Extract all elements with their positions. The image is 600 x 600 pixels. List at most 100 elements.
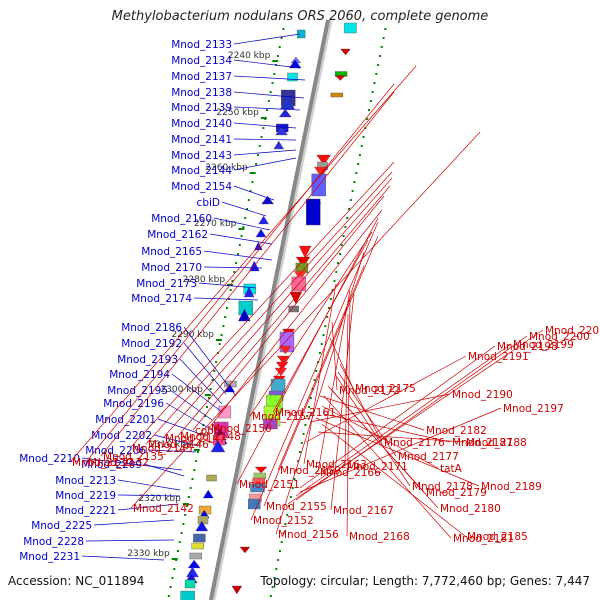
gene-label-right[interactable]: cobN [195, 425, 222, 437]
gene-label-right[interactable]: Mnod_2187 [452, 437, 513, 449]
gene-label-left[interactable]: Mnod_2228 [23, 536, 84, 548]
gene-label-right[interactable]: Mnod_2132 [88, 457, 149, 469]
gene-label-left[interactable]: Mnod_2134 [171, 55, 232, 67]
gene-label-left[interactable]: Mnod_2140 [171, 118, 232, 130]
gene-connector [198, 282, 257, 289]
right-gene-labels: Mnod_2130Mnod_2132Mnod_2135Mnod_2145Mnod… [69, 65, 600, 545]
genome-track-layer [167, 19, 387, 600]
gene-label-left[interactable]: Mnod_2192 [121, 338, 182, 350]
gene-label-left[interactable]: Mnod_2195 [107, 385, 168, 397]
gene-label-right[interactable]: Mnod_2190 [452, 389, 513, 401]
gene-label-left[interactable]: Mnod_2193 [117, 354, 178, 366]
gene-label-right[interactable]: Mnod_2167 [333, 505, 394, 517]
gene-arrow [239, 546, 251, 554]
gene-label-left[interactable]: Mnod_2165 [141, 246, 202, 258]
gene-arrow [279, 345, 292, 355]
gene-label-left[interactable]: Mnod_2219 [55, 490, 116, 502]
gene-label-right[interactable]: Mnod_2191 [468, 351, 529, 363]
gene-label-right[interactable]: Mnod_2157 [252, 411, 313, 423]
gene-label-right[interactable]: Mnod_2199 [513, 339, 574, 351]
gene-label-right[interactable]: Mnod_2161 [275, 407, 336, 419]
gene-label-right[interactable]: Mnod_2189 [481, 481, 542, 493]
rail-dot [331, 289, 334, 291]
gene-label-right[interactable]: Mnod_2146 [148, 439, 209, 451]
gene-label-left[interactable]: Mnod_2137 [171, 71, 232, 83]
gene-label-right[interactable]: Mnod_2155 [266, 501, 327, 513]
gene-label-right[interactable]: Mnod_2175 [355, 383, 416, 395]
gene-label-left[interactable]: Mnod_2225 [31, 520, 92, 532]
gene-label-right[interactable]: Mnod_2148 [180, 431, 241, 443]
gene-label-left[interactable]: Mnod_2144 [171, 165, 232, 177]
gene-label-left[interactable]: Mnod_2206 [85, 445, 146, 457]
gene-label-left[interactable]: cbiD [197, 197, 220, 209]
genome-track [208, 19, 330, 600]
gene-label-left[interactable]: Mnod_2221 [55, 505, 116, 517]
topology-label: Topology: circular; Length: 7,772,460 bp… [260, 574, 590, 588]
gene-connector [303, 283, 337, 465]
rail-dot [291, 487, 294, 489]
gene-label-right[interactable]: Mnod_2197 [503, 403, 564, 415]
rail-dot [251, 181, 254, 183]
gene-label-left[interactable]: Mnod_2209 [81, 459, 142, 471]
gene-label-left[interactable]: Mnod_2170 [141, 262, 202, 274]
gene-label-left[interactable]: Mnod_2213 [55, 475, 116, 487]
gene-label-left[interactable]: Mnod_2201 [95, 414, 156, 426]
gene-label-right[interactable]: Mnod_2179 [426, 487, 487, 499]
gene-label-right[interactable]: Mnod_2198 [497, 341, 558, 353]
gene-label-right[interactable]: Mnod_2182 [426, 425, 487, 437]
gene-arrow [334, 75, 346, 81]
kbp-tick-mark [215, 339, 222, 341]
gene-label-right[interactable]: Mnod_2159 [280, 465, 341, 477]
gene-label-left[interactable]: Mnod_2141 [171, 134, 232, 146]
gene-connector [233, 185, 275, 201]
rail-dot [267, 100, 270, 102]
gene-label-right[interactable]: Mnod_2151 [239, 479, 300, 491]
rail-dot [346, 217, 349, 219]
gene-label-left[interactable]: Mnod_2160 [151, 213, 212, 225]
rail-dot [320, 343, 323, 345]
gene-label-left[interactable]: Mnod_2162 [147, 229, 208, 241]
rail-dot [337, 262, 340, 264]
gene-connector [317, 289, 351, 473]
gene-label-left[interactable]: Mnod_2196 [103, 398, 164, 410]
gene-label-right[interactable]: Mnod_2168 [349, 531, 410, 543]
gene-label-right[interactable]: Mnod_2145 [132, 443, 193, 455]
gene-label-right[interactable]: Mnod_2203 [545, 325, 600, 337]
rail-dot [308, 406, 311, 408]
gene-label-left[interactable]: Mnod_2173 [136, 278, 197, 290]
gene-label-right[interactable]: tatA [440, 463, 463, 475]
gene-label-right[interactable]: Mnod_2150 [211, 423, 272, 435]
gene-label-right[interactable]: Mnod_2178 [412, 481, 473, 493]
gene-label-right[interactable]: Mnod_2163 [306, 459, 367, 471]
gene-connector [208, 209, 383, 429]
gene-label-right[interactable]: Mnod_2177 [398, 451, 459, 463]
gene-label-right[interactable]: Mnod_2172 [339, 385, 400, 397]
rail-dot [229, 289, 232, 291]
gene-label-right[interactable]: Mnod_2185 [467, 531, 528, 543]
gene-label-right[interactable]: Mnod_2180 [440, 503, 501, 515]
gene-connector [309, 393, 451, 423]
gene-label-right[interactable]: Mnod_2142 [133, 503, 194, 515]
gene-label-left[interactable]: Mnod_2139 [171, 102, 232, 114]
gene-label-left[interactable]: Mnod_2210 [19, 453, 80, 465]
gene-label-right[interactable]: Mnod_2200 [529, 331, 590, 343]
gene-label-left[interactable]: Mnod_2231 [19, 551, 80, 563]
gene-label-left[interactable]: Mnod_2202 [91, 430, 152, 442]
gene-label-left[interactable]: Mnod_2133 [171, 39, 232, 51]
gene-label-left[interactable]: Mnod_2143 [171, 150, 232, 162]
gene-connector [323, 395, 452, 539]
gene-label-right[interactable]: Mnod_2181 [453, 533, 514, 545]
gene-label-left[interactable]: Mnod_2138 [171, 87, 232, 99]
gene-label-right[interactable]: Mnod_2135 [103, 451, 164, 463]
gene-label-left[interactable]: Mnod_2174 [131, 293, 192, 305]
gene-label-right[interactable]: Mnod_2188 [466, 437, 527, 449]
gene-label-left[interactable]: Mnod_2154 [171, 181, 232, 193]
gene-label-left[interactable]: Mnod_2186 [121, 322, 182, 334]
gene-label-right[interactable]: Mnod_2152 [253, 515, 314, 527]
rail-dot [324, 325, 327, 327]
gene-label-right[interactable]: Mnod_2156 [278, 529, 339, 541]
gene-label-right[interactable]: Mnod_2147 [165, 433, 226, 445]
gene-feature-layer [180, 22, 357, 600]
gene-feature [330, 92, 344, 98]
gene-label-left[interactable]: Mnod_2194 [109, 369, 170, 381]
